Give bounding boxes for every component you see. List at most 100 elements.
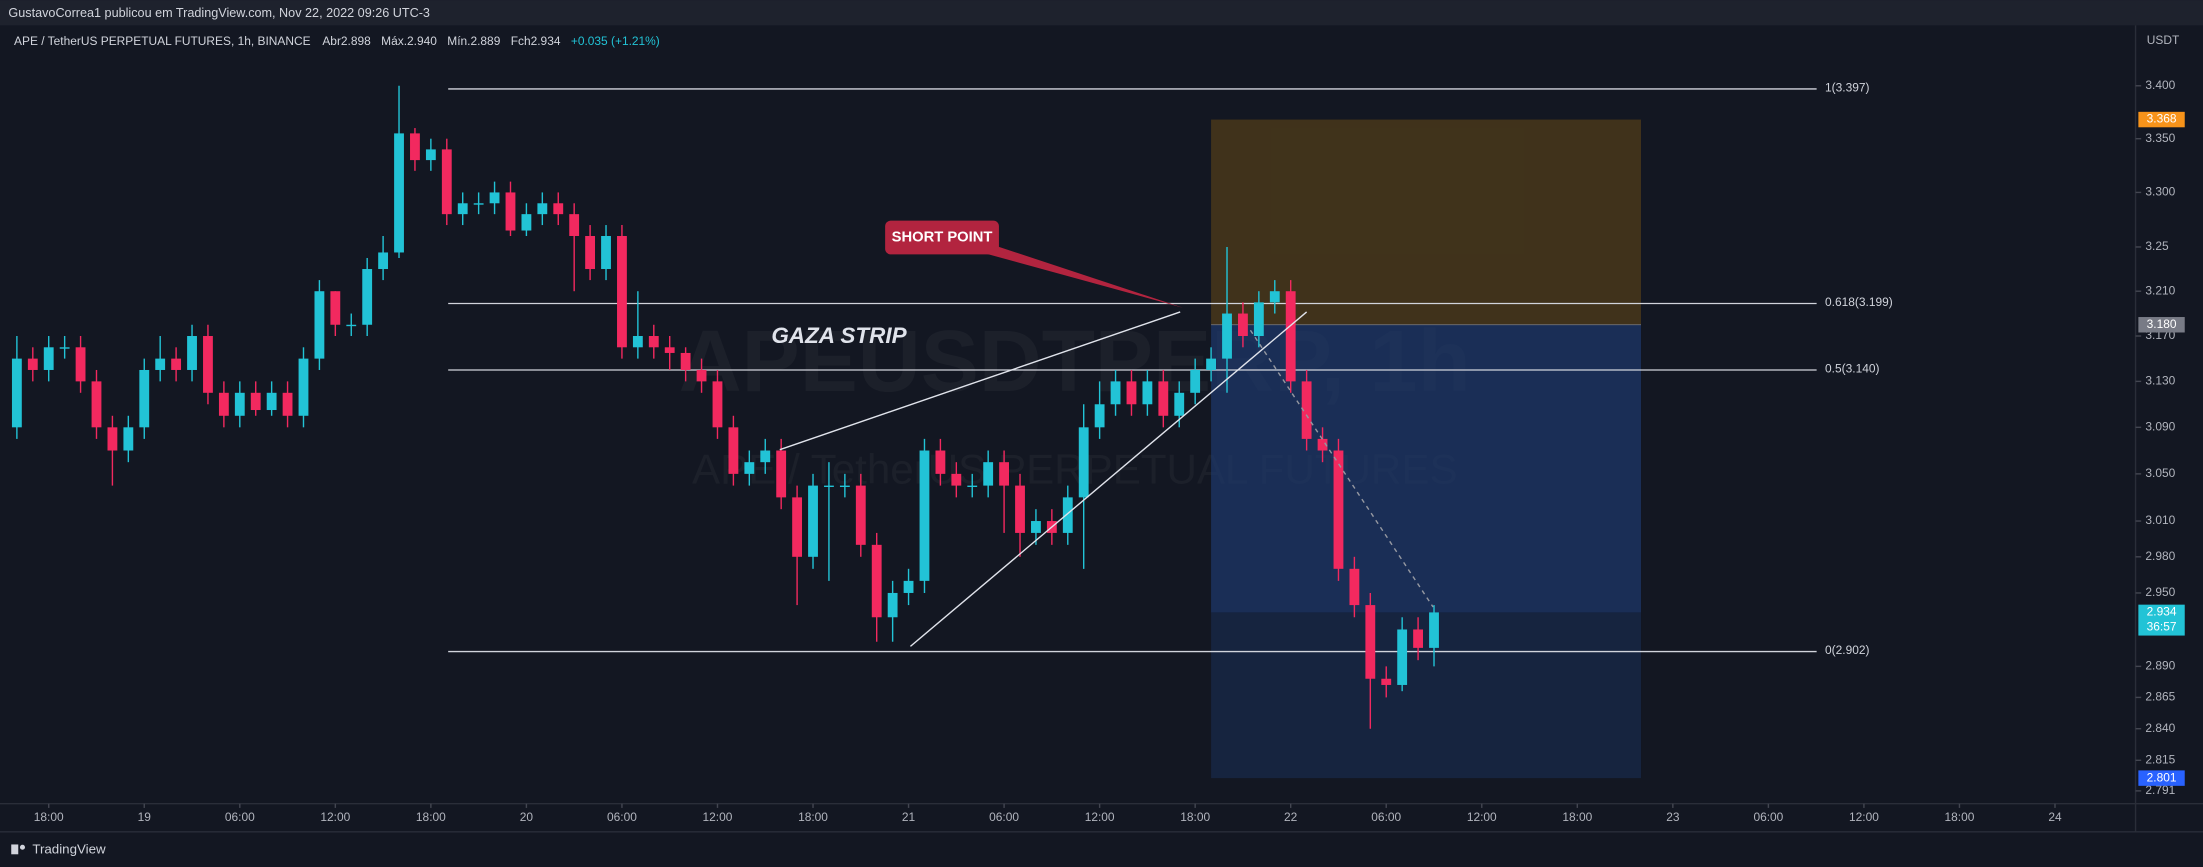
price-label-box xyxy=(2138,317,2185,333)
x-tick-label: 18:00 xyxy=(1945,810,1975,824)
candle-body xyxy=(808,485,818,557)
candle-body xyxy=(155,358,166,370)
x-tick-label: 22 xyxy=(1284,810,1298,824)
y-tick-label: 3.300 xyxy=(2145,185,2175,199)
x-tick-label: 06:00 xyxy=(1753,810,1783,824)
candle-body xyxy=(1078,427,1089,498)
candle-body xyxy=(1158,381,1169,416)
y-tick-label: 2.791 xyxy=(2145,783,2175,797)
candle-body xyxy=(91,381,102,428)
candle-body xyxy=(967,485,978,488)
candle-body xyxy=(1333,450,1344,569)
candle-body xyxy=(1253,302,1264,337)
price-label-box xyxy=(2138,111,2185,128)
candle-body xyxy=(362,269,373,325)
candle-body xyxy=(680,352,691,370)
candle-body xyxy=(553,203,564,215)
y-tick-label: 3.210 xyxy=(2145,283,2175,297)
x-tick-label: 18:00 xyxy=(1180,810,1210,824)
candle-body xyxy=(887,592,898,618)
candle-body xyxy=(585,235,596,270)
y-tick-label: 3.050 xyxy=(2145,466,2175,480)
drawings: SHORT POINT GAZA STRIP xyxy=(771,220,1434,647)
candle-body xyxy=(1285,291,1296,382)
candle-body xyxy=(441,149,452,215)
candle-body xyxy=(1031,521,1041,533)
x-tick-label: 19 xyxy=(138,810,152,824)
stat: Abr2.898 xyxy=(322,34,371,48)
x-tick-label: 20 xyxy=(520,810,534,824)
x-tick-label: 21 xyxy=(902,810,916,824)
fib-label: 0(2.902) xyxy=(1825,643,1869,657)
candle-body xyxy=(489,192,500,204)
y-tick-label: 2.865 xyxy=(2145,690,2175,704)
y-tick-label: 3.010 xyxy=(2145,513,2175,527)
candle-body xyxy=(1142,381,1153,405)
price-label: 2.934 xyxy=(2147,605,2177,619)
candle-body xyxy=(1269,291,1280,303)
candle-body xyxy=(935,450,946,474)
top-bar xyxy=(0,0,2203,26)
candle-body xyxy=(839,485,850,488)
price-label-sub: 36:57 xyxy=(2147,619,2177,633)
axis-unit: USDT xyxy=(2147,33,2180,47)
candle-body xyxy=(1317,438,1328,451)
candle-body xyxy=(855,485,866,545)
y-tick-label: 3.130 xyxy=(2145,374,2175,388)
fib-levels: 1(3.397) 0.618(3.199) 0.5(3.140) 0(2.902) xyxy=(448,80,1893,657)
candle-body xyxy=(760,450,771,463)
axes: 3.4003.3503.3003.253.2103.1703.1303.0903… xyxy=(34,78,2185,824)
stop-zone xyxy=(1211,119,1642,325)
candle-body xyxy=(1397,629,1408,685)
x-tick-label: 23 xyxy=(1666,810,1680,824)
candle-body xyxy=(951,473,962,486)
candle-body xyxy=(203,336,213,393)
candle-body xyxy=(919,450,930,581)
candle-body xyxy=(1222,313,1232,359)
candle-body xyxy=(1015,485,1025,533)
x-tick-label: 06:00 xyxy=(1371,810,1401,824)
trend-line xyxy=(909,311,1308,647)
x-tick-label: 06:00 xyxy=(607,810,637,824)
logo-icon xyxy=(11,844,19,855)
y-tick-label: 2.980 xyxy=(2145,549,2175,563)
candle-body xyxy=(728,427,739,474)
candle-body xyxy=(1365,605,1376,679)
candle-body xyxy=(473,203,484,205)
x-tick-label: 12:00 xyxy=(1085,810,1115,824)
candle-body xyxy=(1174,392,1185,416)
x-tick-label: 12:00 xyxy=(320,810,350,824)
candle-body xyxy=(75,347,86,382)
x-tick-label: 06:00 xyxy=(989,810,1019,824)
candle-body xyxy=(346,324,357,327)
candle-body xyxy=(824,485,834,488)
candle-body xyxy=(1190,369,1201,393)
candle-body xyxy=(250,392,261,411)
x-tick-label: 12:00 xyxy=(1467,810,1497,824)
candle-body xyxy=(983,462,994,486)
candle-body xyxy=(776,450,787,498)
candle-body xyxy=(139,369,150,428)
x-tick-label: 06:00 xyxy=(225,810,255,824)
candle-body xyxy=(410,133,420,161)
candles xyxy=(11,85,1439,729)
candle-body xyxy=(123,427,134,451)
target-zone xyxy=(1211,612,1642,779)
candle-body xyxy=(537,203,548,215)
candle-body xyxy=(314,291,325,359)
trend-line xyxy=(779,311,1181,451)
x-tick-label: 24 xyxy=(2048,810,2062,824)
y-tick-label: 2.890 xyxy=(2145,659,2175,673)
y-tick-label: 2.815 xyxy=(2145,752,2175,766)
price-label-box xyxy=(2138,604,2185,636)
y-tick-label: 3.25 xyxy=(2145,239,2169,253)
candle-body xyxy=(187,336,197,370)
candle-body xyxy=(601,235,611,270)
candle-body xyxy=(11,358,22,428)
fib-label: 1(3.397) xyxy=(1825,80,1869,94)
candle-body xyxy=(1413,629,1423,648)
candle-body xyxy=(27,358,38,370)
fib-label: 0.5(3.140) xyxy=(1825,361,1879,375)
callout-text: SHORT POINT xyxy=(892,229,993,245)
candle-body xyxy=(107,427,118,451)
